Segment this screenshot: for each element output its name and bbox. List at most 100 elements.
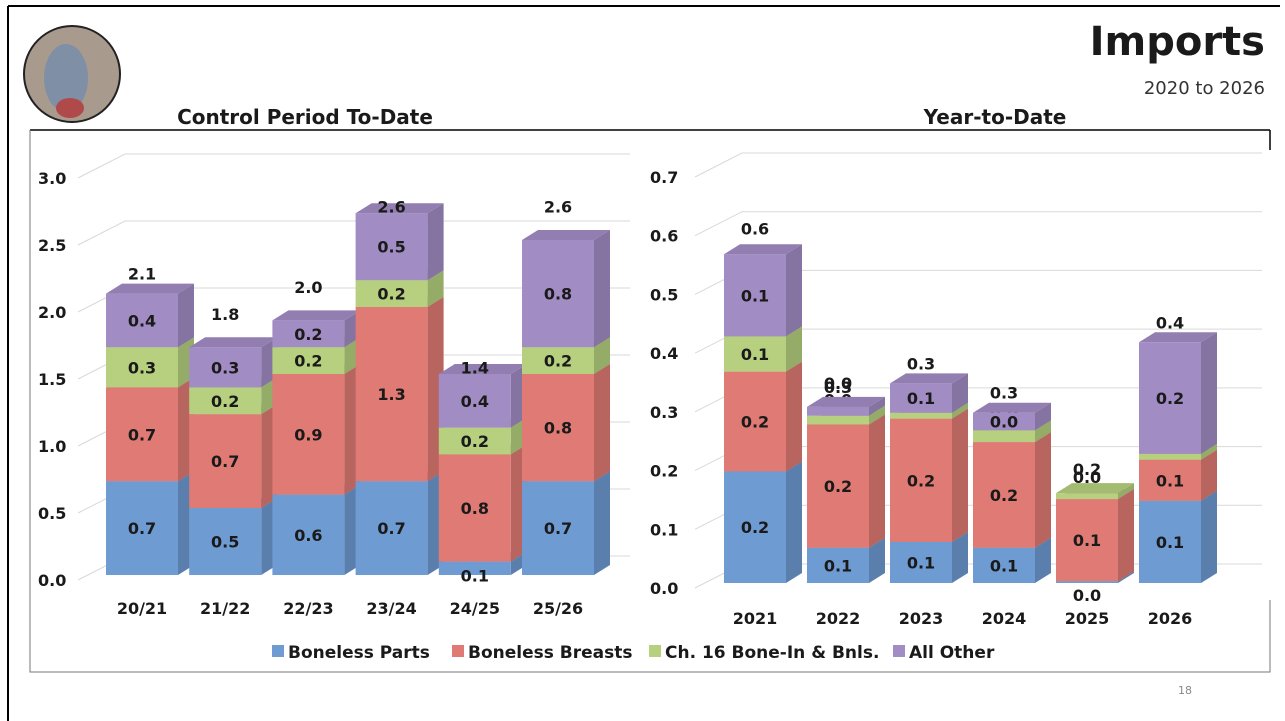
- y-tick-label: 2.0: [38, 303, 66, 322]
- legend-swatch: [649, 645, 661, 657]
- legend-label: Boneless Breasts: [468, 643, 633, 663]
- value-label: 0.8: [544, 419, 572, 438]
- y-tick-label: 0.6: [650, 227, 678, 246]
- value-label: 0.3: [128, 358, 156, 377]
- total-label: 0.6: [741, 219, 769, 238]
- y-tick-label: 0.5: [650, 285, 678, 304]
- slide-title: Imports: [1090, 19, 1265, 65]
- value-label: 0.9: [294, 425, 322, 444]
- x-tick-label: 20/21: [117, 599, 167, 618]
- chart-title: Year-to-Date: [923, 105, 1067, 129]
- x-tick-label: 23/24: [366, 599, 416, 618]
- value-label: 0.2: [461, 432, 489, 451]
- total-label: 2.6: [377, 198, 405, 217]
- value-label: 0.7: [211, 452, 239, 471]
- total-label: 0.3: [907, 354, 935, 373]
- value-label: 1.3: [377, 385, 405, 404]
- value-label: 0.0: [1073, 586, 1101, 605]
- value-label: 0.1: [741, 345, 769, 364]
- value-label: 0.2: [544, 352, 572, 371]
- bar-side: [594, 471, 610, 575]
- value-label: 0.2: [824, 477, 852, 496]
- legend-label: Boneless Parts: [288, 643, 430, 663]
- total-label: 1.4: [461, 358, 489, 377]
- x-tick-label: 22/23: [283, 599, 333, 618]
- value-label: 0.1: [461, 567, 489, 586]
- legend-swatch: [893, 645, 905, 657]
- y-tick-label: 0.0: [38, 571, 66, 590]
- total-label: 1.8: [211, 305, 239, 324]
- y-tick-label: 0.5: [38, 504, 66, 523]
- bar-side: [178, 284, 194, 348]
- y-tick-label: 0.3: [650, 403, 678, 422]
- x-tick-label: 25/26: [533, 599, 583, 618]
- bar-side: [786, 461, 802, 583]
- bar-segment: [807, 407, 869, 416]
- total-label: 2.6: [544, 198, 572, 217]
- value-label: 0.1: [907, 553, 935, 572]
- value-label: 0.0: [990, 413, 1018, 432]
- value-label: 0.2: [741, 518, 769, 537]
- legend-label: Ch. 16 Bone-In & Bnls.: [665, 643, 879, 663]
- value-label: 0.6: [294, 526, 322, 545]
- chart-title: Control Period To-Date: [177, 105, 433, 129]
- value-label: 0.4: [128, 311, 156, 330]
- value-label: 0.2: [294, 352, 322, 371]
- y-tick-label: 0.2: [650, 462, 678, 481]
- bar-segment: [1139, 454, 1201, 460]
- value-label: 0.5: [377, 238, 405, 257]
- x-tick-label: 2024: [982, 609, 1027, 628]
- total-label: 2.1: [128, 265, 156, 284]
- value-label: 0.7: [377, 519, 405, 538]
- x-tick-label: 2021: [733, 609, 778, 628]
- value-label: 0.2: [990, 486, 1018, 505]
- legend-label: All Other: [909, 643, 995, 663]
- value-label: 0.1: [741, 286, 769, 305]
- x-tick-label: 21/22: [200, 599, 250, 618]
- page: Imports 2020 to 2026 18 Control Period T…: [0, 0, 1285, 721]
- total-label: 0.4: [1156, 313, 1184, 332]
- x-tick-label: 2025: [1065, 609, 1110, 628]
- value-label: 0.5: [211, 533, 239, 552]
- bar-side: [1118, 489, 1134, 581]
- bar-side: [869, 414, 885, 547]
- value-label: 0.2: [907, 471, 935, 490]
- value-label: 0.1: [1156, 471, 1184, 490]
- y-tick-label: 1.0: [38, 437, 66, 456]
- value-label: 0.2: [741, 413, 769, 432]
- bar-side: [1035, 432, 1051, 548]
- grid-line: [78, 154, 630, 178]
- value-label: 0.1: [824, 556, 852, 575]
- y-tick-label: 0.1: [650, 520, 678, 539]
- legend-swatch: [452, 645, 464, 657]
- value-label: 0.2: [377, 285, 405, 304]
- value-label: 0.2: [1156, 389, 1184, 408]
- bar-segment: [807, 416, 869, 425]
- bar-segment: [1056, 581, 1118, 583]
- bar-segment: [973, 430, 1035, 442]
- total-label: 0.3: [990, 384, 1018, 403]
- value-label: 0.1: [1156, 533, 1184, 552]
- bar-side: [594, 230, 610, 347]
- grid-line: [695, 153, 1262, 177]
- x-tick-label: 2022: [816, 609, 861, 628]
- total-label: 0.2: [1073, 460, 1101, 479]
- value-label: 0.8: [544, 285, 572, 304]
- page-number: 18: [1178, 684, 1192, 697]
- bar-side: [1201, 491, 1217, 583]
- value-label: 0.2: [211, 392, 239, 411]
- value-label: 0.7: [544, 519, 572, 538]
- x-tick-label: 24/25: [450, 599, 500, 618]
- legend-swatch: [272, 645, 284, 657]
- value-label: 0.4: [461, 392, 489, 411]
- total-label: 0.3: [824, 378, 852, 397]
- value-label: 0.1: [1073, 531, 1101, 550]
- y-tick-label: 0.7: [650, 168, 678, 187]
- value-label: 0.2: [294, 325, 322, 344]
- bar-side: [786, 362, 802, 472]
- y-tick-label: 2.5: [38, 236, 66, 255]
- logo-photo-detail: [56, 98, 84, 118]
- grid-line: [695, 212, 1262, 236]
- bar-side: [952, 409, 968, 542]
- bar-side: [594, 364, 610, 481]
